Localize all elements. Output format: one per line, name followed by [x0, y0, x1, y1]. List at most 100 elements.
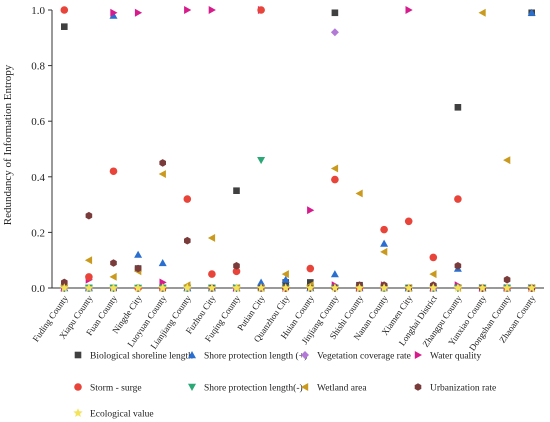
data-point: [503, 275, 511, 284]
legend-label: Wetland area: [317, 384, 367, 394]
series-vegetation-coverage-rate: [60, 28, 536, 292]
y-tick-label: 0.6: [31, 116, 45, 128]
data-point: [60, 6, 69, 14]
data-point: [133, 283, 143, 292]
data-point: [183, 195, 192, 203]
legend-marker: [414, 383, 422, 391]
data-point: [256, 283, 266, 292]
axes: [51, 10, 544, 289]
legend-marker: [301, 383, 309, 391]
data-point: [158, 259, 167, 267]
data-point: [331, 9, 339, 17]
legend-item: Water quality: [414, 351, 481, 362]
legend-label: Vegetation coverage rate: [317, 352, 411, 362]
data-point: [108, 283, 119, 292]
legend-label: Storm - surge: [90, 384, 142, 394]
series-shore-protection-length: [60, 157, 536, 292]
data-point: [454, 104, 462, 111]
ticks: 0.0 0.2 0.4 0.6 0.8 1.0: [31, 5, 533, 295]
data-point: [233, 187, 240, 194]
data-point: [429, 270, 437, 279]
data-point: [355, 189, 363, 198]
data-point: [404, 283, 414, 292]
legend-marker: [188, 351, 196, 359]
data-point: [84, 283, 94, 292]
data-point: [232, 267, 241, 276]
data-point: [380, 225, 388, 234]
legend-label: Water quality: [430, 352, 481, 362]
series-water-quality: [61, 6, 536, 292]
data-points: [59, 6, 537, 292]
data-point: [109, 167, 118, 176]
data-point: [281, 275, 290, 283]
data-point: [184, 236, 191, 245]
data-point: [110, 8, 118, 17]
series-biological-shoreline-length: [61, 9, 535, 292]
data-point: [233, 262, 240, 270]
data-point: [231, 283, 242, 292]
legend-item: Storm - surge: [74, 383, 142, 394]
data-point: [85, 211, 93, 220]
series-wetland-area: [60, 8, 535, 292]
y-tick-label: 0.4: [31, 172, 45, 184]
data-point: [454, 262, 462, 270]
data-point: [110, 259, 117, 267]
data-point: [84, 256, 93, 265]
data-point: [158, 170, 166, 178]
series-shore-protection-length: [60, 8, 536, 292]
data-point: [109, 11, 118, 19]
data-point: [134, 250, 143, 258]
data-point: [159, 278, 167, 287]
y-axis-label: Redundancy of Information Entropy: [2, 64, 14, 225]
data-point: [207, 234, 216, 242]
data-point: [330, 283, 340, 292]
data-point: [257, 278, 266, 286]
legend-label: Urbanization rate: [430, 384, 496, 394]
data-point: [307, 279, 314, 286]
data-point: [85, 273, 93, 281]
legend-marker: [74, 351, 82, 359]
legend-label: Ecological value: [90, 410, 154, 420]
series-urbanization-rate: [61, 159, 535, 292]
y-tick-label: 0.8: [31, 61, 45, 73]
data-point: [159, 159, 166, 167]
data-point: [330, 270, 339, 278]
data-point: [404, 217, 413, 226]
data-point: [453, 283, 463, 292]
data-point: [429, 253, 438, 262]
legend-marker: [301, 351, 309, 359]
legend-label: Biological shoreline length: [90, 352, 193, 362]
data-point: [330, 164, 339, 173]
legend-item: Shore protection length(-): [188, 383, 303, 394]
legend-marker: [73, 408, 83, 417]
data-point: [527, 8, 536, 16]
data-point: [208, 270, 216, 278]
data-point: [379, 283, 389, 292]
legend-item: Ecological value: [73, 408, 154, 420]
y-tick-label: 0.0: [31, 283, 45, 295]
data-point: [158, 283, 168, 292]
legend-item: Urbanization rate: [414, 383, 496, 394]
data-point: [184, 6, 192, 14]
data-point: [208, 6, 216, 14]
data-point: [281, 270, 289, 279]
data-point: [330, 28, 339, 37]
data-point: [59, 283, 69, 292]
legend-label: Shore protection length (+): [204, 351, 307, 362]
legend-item: Vegetation coverage rate: [301, 351, 411, 362]
y-axis-label-group: Redundancy of Information Entropy: [2, 64, 14, 225]
series-storm-surge: [60, 6, 536, 292]
data-point: [478, 8, 486, 17]
legend-item: Shore protection length (+): [188, 351, 307, 362]
data-point: [257, 157, 266, 165]
data-point: [428, 283, 438, 292]
data-point: [281, 283, 291, 292]
data-point: [354, 283, 365, 292]
legend: Biological shoreline length Shore protect…: [73, 351, 496, 420]
legend-item: Wetland area: [301, 383, 367, 394]
data-point: [306, 264, 315, 273]
data-point: [380, 247, 388, 256]
data-point: [405, 6, 413, 14]
data-point: [477, 283, 488, 292]
